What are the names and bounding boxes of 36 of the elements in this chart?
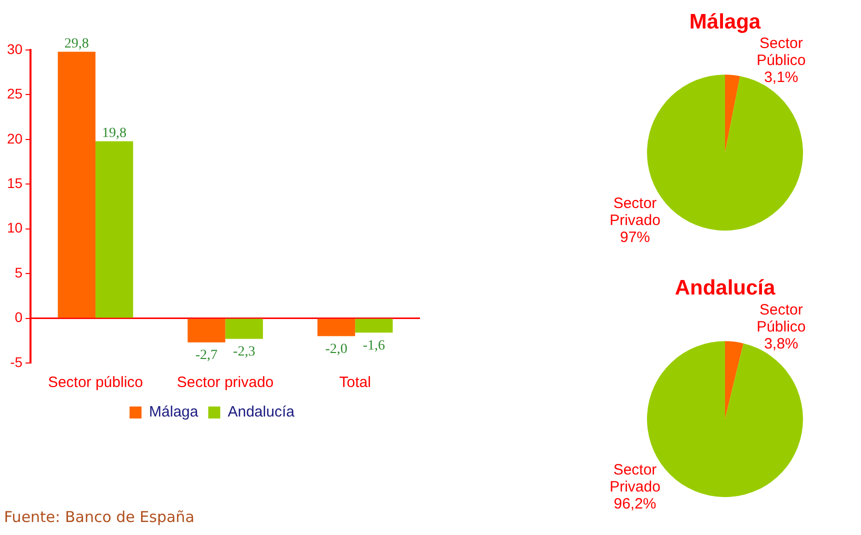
- data-label: -1,6: [362, 338, 386, 354]
- x-tick-label: Total: [339, 374, 371, 392]
- data-label: -2,3: [233, 344, 256, 360]
- bar: [225, 318, 263, 339]
- slice-label: Sector Público: [756, 35, 806, 70]
- slice-label: Sector Privado: [610, 195, 660, 230]
- data-label: 3,1%: [764, 69, 798, 86]
- x-tick-label: Sector privado: [176, 374, 274, 392]
- y-tick-label: 10: [6, 220, 23, 236]
- bar: [188, 318, 226, 342]
- chart-title: Andalucía: [674, 276, 776, 300]
- y-tick-label: 30: [6, 40, 23, 57]
- slice-label: Sector Privado: [610, 462, 660, 496]
- slice-label: Sector Público: [756, 302, 806, 336]
- x-tick-label: Sector público: [48, 374, 144, 392]
- y-tick-label: 5: [14, 264, 23, 280]
- data-label: 97%: [620, 229, 650, 246]
- data-label: -2,7: [195, 348, 218, 364]
- data-label: 96,2%: [614, 496, 656, 513]
- legend-label: Andalucía: [228, 404, 296, 421]
- data-label: 29,8: [64, 36, 89, 52]
- y-tick-label: 25: [6, 86, 23, 102]
- data-label: 19,8: [102, 126, 127, 141]
- chart-title: Málaga: [689, 10, 761, 34]
- source-note: Fuente: Banco de España: [4, 508, 194, 526]
- y-tick-label: 0: [14, 309, 23, 326]
- data-label: 3,8%: [764, 336, 798, 353]
- bar: [317, 318, 356, 336]
- y-tick-label: -5: [10, 354, 23, 370]
- y-tick-label: 20: [6, 130, 23, 146]
- bar: [58, 52, 96, 318]
- data-label: -2,0: [325, 342, 348, 357]
- bar: [355, 318, 393, 333]
- y-tick-label: 15: [6, 175, 23, 191]
- bar: [95, 141, 134, 318]
- legend-label: Málaga: [149, 404, 199, 421]
